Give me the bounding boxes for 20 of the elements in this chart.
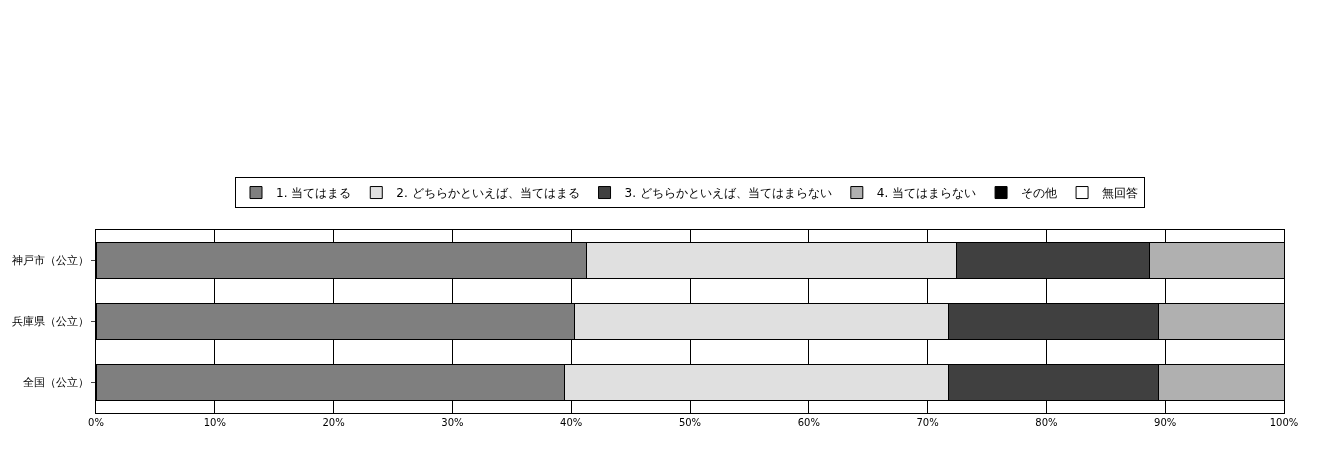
x-tick-label: 10% — [203, 417, 226, 428]
legend-label: その他 — [1021, 186, 1058, 201]
legend-label: 4. 当てはまらない — [876, 186, 977, 201]
legend-label: 3. どちらかといえば、当てはまらない — [624, 186, 832, 201]
x-tick-label: 90% — [1154, 417, 1177, 428]
x-tick-label: 80% — [1035, 417, 1058, 428]
x-tick-label: 40% — [560, 417, 583, 428]
y-tick-label: 兵庫県（公立） — [11, 315, 89, 329]
x-tick-label: 20% — [322, 417, 345, 428]
legend-label: 1. 当てはまる — [276, 186, 352, 201]
legend-label: 無回答 — [1102, 186, 1139, 201]
x-tick-label: 70% — [916, 417, 939, 428]
legend-label: 2. どちらかといえば、当てはまる — [396, 186, 580, 201]
x-tick-label: 0% — [88, 417, 104, 428]
x-tick-label: 60% — [797, 417, 820, 428]
y-tick-label: 全国（公立） — [22, 376, 89, 390]
x-tick-label: 30% — [441, 417, 464, 428]
y-tick-label: 神戸市（公立） — [11, 254, 89, 268]
x-tick-label: 50% — [678, 417, 702, 428]
x-tick-label: 100% — [1269, 417, 1299, 428]
